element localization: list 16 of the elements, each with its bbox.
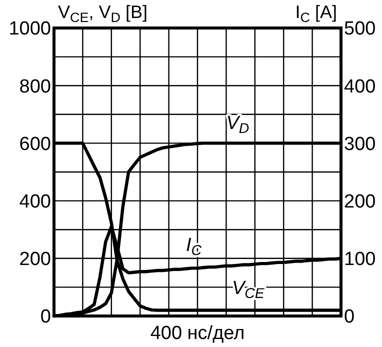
y-tick-label: 800	[19, 76, 51, 98]
y-tick-label: 400	[19, 191, 51, 212]
y2-tick-label: 100	[344, 249, 376, 270]
y2-tick-label: 0	[344, 306, 355, 328]
y-axis-title: V$_{CE}$, V$_{D}$ [B]	[58, 2, 148, 25]
text: 400 нс/дел	[150, 323, 245, 344]
y-tick-label: 200	[19, 249, 51, 270]
y2-tick-label: 400	[344, 76, 376, 98]
y-tick-label: 0	[40, 306, 51, 328]
y-tick-label: 600	[19, 134, 51, 155]
y2-axis-title: I$_{C}$ [A]	[295, 2, 337, 25]
series-label: V$_{D}$	[226, 113, 250, 138]
y2-tick-label: 200	[344, 191, 376, 212]
y2-tick-label: 300	[344, 134, 376, 155]
y2-tick-label: 500	[344, 18, 376, 40]
y-tick-label: 1000	[8, 18, 51, 40]
